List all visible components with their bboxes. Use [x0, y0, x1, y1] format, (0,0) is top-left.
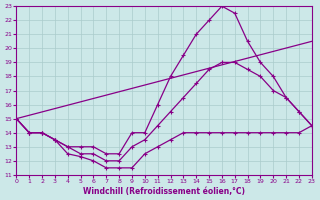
X-axis label: Windchill (Refroidissement éolien,°C): Windchill (Refroidissement éolien,°C)	[83, 187, 245, 196]
